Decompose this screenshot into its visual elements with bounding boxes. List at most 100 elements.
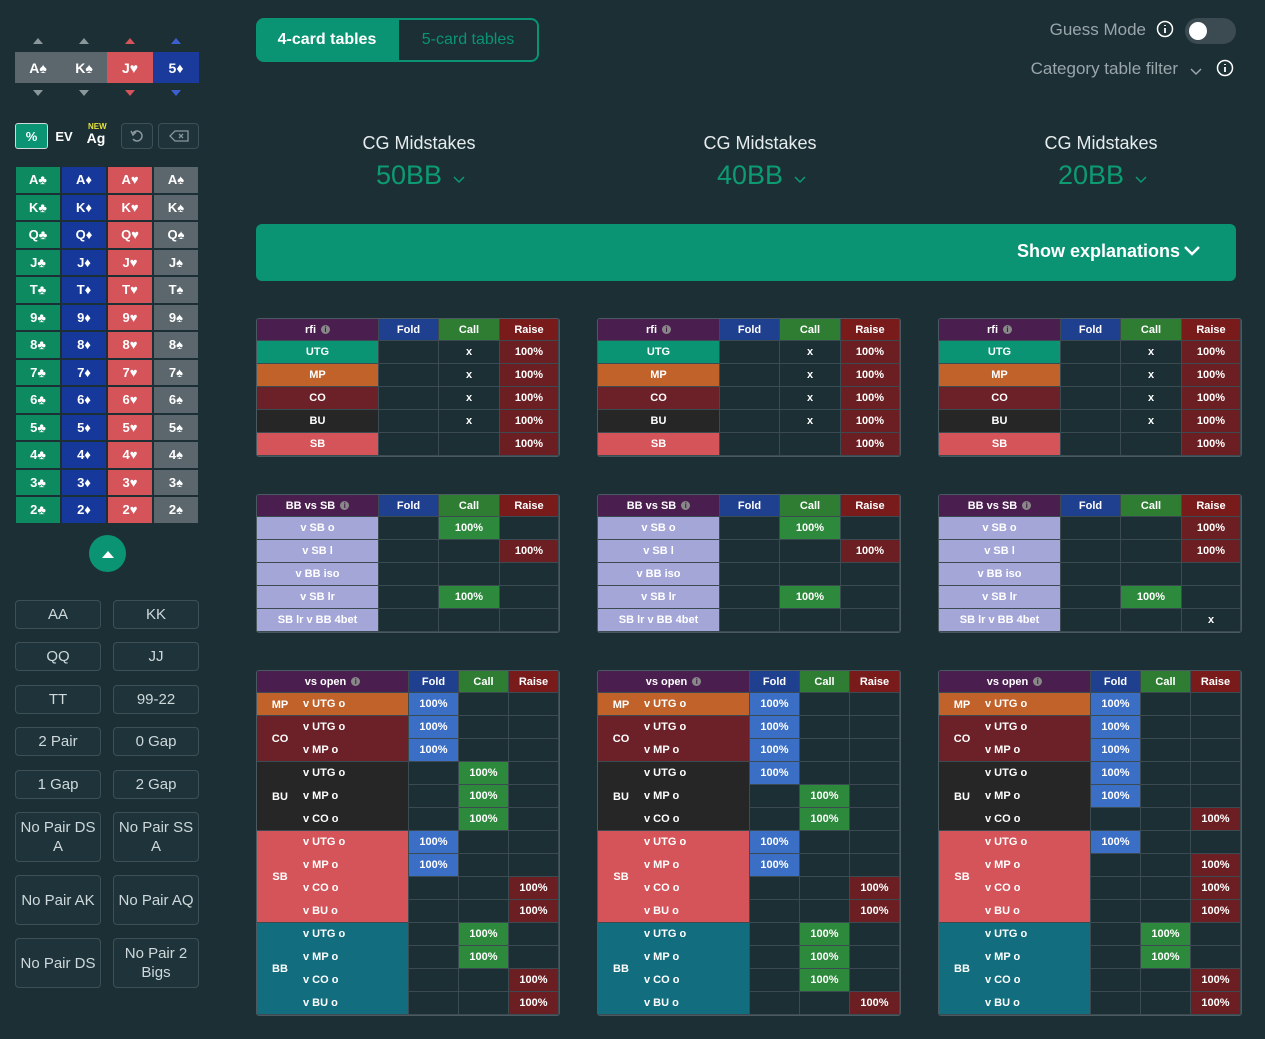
deck-card[interactable]: 6♣: [15, 386, 61, 414]
deck-card[interactable]: 7♠: [153, 358, 199, 386]
filter-button[interactable]: No Pair SS A: [113, 812, 199, 862]
deck-card[interactable]: 8♦: [61, 331, 107, 359]
filter-button[interactable]: No Pair 2 Bigs: [113, 938, 199, 988]
arrow-down[interactable]: [171, 90, 181, 96]
explanations-button[interactable]: Show explanations: [256, 224, 1236, 281]
deck-card[interactable]: K♥: [107, 193, 153, 221]
deck-card[interactable]: 7♦: [61, 358, 107, 386]
filter-button[interactable]: QQ: [15, 642, 101, 671]
deck-card[interactable]: A♦: [61, 166, 107, 194]
tab-active[interactable]: 4-card tables: [256, 18, 398, 62]
deck-card[interactable]: 9♣: [15, 303, 61, 331]
deck-card[interactable]: 6♥: [107, 386, 153, 414]
filter-button[interactable]: No Pair DS: [15, 938, 101, 988]
deck-card[interactable]: T♠: [153, 276, 199, 304]
category-filter[interactable]: Category table filter: [1030, 59, 1178, 78]
filter-button[interactable]: 0 Gap: [113, 727, 199, 756]
deck-card[interactable]: 2♣: [15, 496, 61, 524]
deck-card[interactable]: 5♦: [61, 413, 107, 441]
deck-card[interactable]: J♦: [61, 248, 107, 276]
board-card[interactable]: 5♦: [153, 52, 199, 83]
board-card[interactable]: J♥: [107, 52, 153, 83]
board-card[interactable]: K♠: [61, 52, 107, 83]
arrow-down[interactable]: [33, 90, 43, 96]
arrow-down[interactable]: [79, 90, 89, 96]
deck-card[interactable]: 6♦: [61, 386, 107, 414]
deck-card[interactable]: J♣: [15, 248, 61, 276]
mode-ag[interactable]: Ag: [86, 130, 106, 146]
filter-button[interactable]: KK: [113, 600, 199, 629]
deck-card[interactable]: T♥: [107, 276, 153, 304]
info-icon[interactable]: i: [351, 677, 361, 686]
info-icon[interactable]: i: [1033, 677, 1043, 686]
arrow-up[interactable]: [33, 38, 43, 44]
collapse-button[interactable]: [89, 535, 126, 572]
deck-card[interactable]: T♣: [15, 276, 61, 304]
filter-button[interactable]: 2 Pair: [15, 727, 101, 756]
deck-card[interactable]: Q♣: [15, 221, 61, 249]
deck-card[interactable]: 4♣: [15, 441, 61, 469]
deck-card[interactable]: 3♥: [107, 468, 153, 496]
deck-card[interactable]: 9♥: [107, 303, 153, 331]
deck-card[interactable]: 3♣: [15, 468, 61, 496]
deck-card[interactable]: A♠: [153, 166, 199, 194]
deck-card[interactable]: Q♥: [107, 221, 153, 249]
deck-card[interactable]: 5♥: [107, 413, 153, 441]
filter-button[interactable]: 2 Gap: [113, 770, 199, 799]
deck-card[interactable]: 7♣: [15, 358, 61, 386]
deck-card[interactable]: J♥: [107, 248, 153, 276]
deck-card[interactable]: 8♣: [15, 331, 61, 359]
deck-card[interactable]: 6♠: [153, 386, 199, 414]
info-icon[interactable]: i: [1022, 501, 1032, 510]
deck-card[interactable]: 5♣: [15, 413, 61, 441]
deck-card[interactable]: A♥: [107, 166, 153, 194]
board-card[interactable]: A♠: [15, 52, 61, 83]
deck-card[interactable]: K♦: [61, 193, 107, 221]
guess-toggle[interactable]: [1185, 18, 1236, 44]
deck-card[interactable]: 3♦: [61, 468, 107, 496]
deck-card[interactable]: J♠: [153, 248, 199, 276]
info-icon[interactable]: i: [681, 501, 691, 510]
deck-card[interactable]: 5♠: [153, 413, 199, 441]
arrow-up[interactable]: [125, 38, 135, 44]
deck-card[interactable]: 3♠: [153, 468, 199, 496]
filter-button[interactable]: JJ: [113, 642, 199, 671]
tab[interactable]: 5-card tables: [397, 18, 539, 62]
undo-button[interactable]: [121, 123, 153, 149]
filter-button[interactable]: No Pair AK: [15, 875, 101, 925]
info-icon[interactable]: i: [662, 325, 671, 334]
stack-select[interactable]: 20BB: [1057, 160, 1125, 190]
deck-card[interactable]: Q♦: [61, 221, 107, 249]
mode-percent[interactable]: %: [15, 123, 48, 149]
deck-card[interactable]: 7♥: [107, 358, 153, 386]
info-icon[interactable]: i: [692, 677, 702, 686]
info-icon[interactable]: i: [1003, 325, 1012, 334]
mode-ev[interactable]: EV: [55, 128, 73, 144]
filter-button[interactable]: No Pair AQ: [113, 875, 199, 925]
deck-card[interactable]: 2♦: [61, 496, 107, 524]
deck-card[interactable]: 2♠: [153, 496, 199, 524]
stack-select[interactable]: 40BB: [716, 160, 784, 190]
deck-card[interactable]: 2♥: [107, 496, 153, 524]
filter-button[interactable]: AA: [15, 600, 101, 629]
deck-card[interactable]: 4♠: [153, 441, 199, 469]
deck-card[interactable]: 8♥: [107, 331, 153, 359]
info-icon[interactable]: i: [340, 501, 350, 510]
deck-card[interactable]: K♣: [15, 193, 61, 221]
arrow-down[interactable]: [125, 90, 135, 96]
deck-card[interactable]: 4♥: [107, 441, 153, 469]
filter-button[interactable]: 1 Gap: [15, 770, 101, 799]
deck-card[interactable]: T♦: [61, 276, 107, 304]
backspace-button[interactable]: [158, 123, 199, 149]
stack-select[interactable]: 50BB: [375, 160, 443, 190]
arrow-up[interactable]: [79, 38, 89, 44]
arrow-up[interactable]: [171, 38, 181, 44]
deck-card[interactable]: A♣: [15, 166, 61, 194]
deck-card[interactable]: 4♦: [61, 441, 107, 469]
filter-button[interactable]: No Pair DS A: [15, 812, 101, 862]
info-icon[interactable]: i: [321, 325, 330, 334]
filter-button[interactable]: 99-22: [113, 685, 199, 714]
filter-button[interactable]: TT: [15, 685, 101, 714]
deck-card[interactable]: 8♠: [153, 331, 199, 359]
deck-card[interactable]: Q♠: [153, 221, 199, 249]
